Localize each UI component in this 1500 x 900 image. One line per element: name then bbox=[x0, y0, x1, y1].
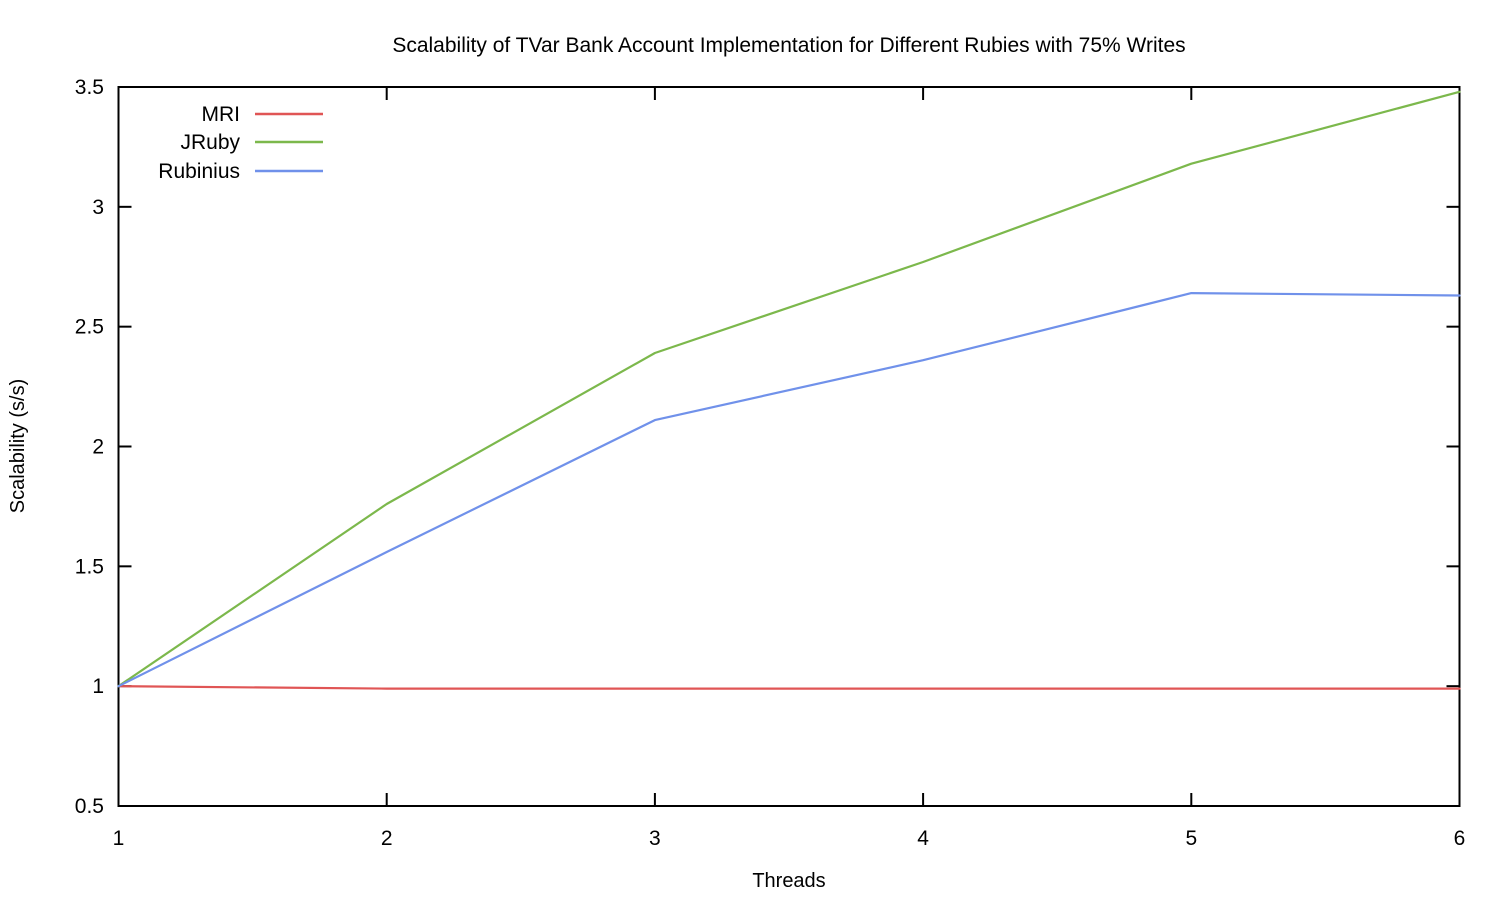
y-tick-label-1.5: 1.5 bbox=[75, 555, 104, 578]
y-tick-label-2: 2 bbox=[92, 436, 104, 459]
x-tick-label-2: 2 bbox=[381, 827, 393, 850]
legend: MRI JRuby Rubinius bbox=[158, 103, 323, 183]
y-axis-label: Scalability (s/s) bbox=[7, 379, 29, 513]
x-tick-label-6: 6 bbox=[1454, 827, 1466, 850]
y-tick-label-2.5: 2.5 bbox=[75, 316, 104, 339]
chart-title: Scalability of TVar Bank Account Impleme… bbox=[392, 34, 1185, 57]
x-tick-label-3: 3 bbox=[649, 827, 661, 850]
y-tick-label-1: 1 bbox=[92, 675, 104, 698]
plot-border bbox=[117, 86, 1461, 807]
x-tick-label-4: 4 bbox=[917, 827, 929, 850]
legend-item-mri: MRI bbox=[202, 103, 323, 126]
series-line-mri bbox=[117, 685, 1461, 690]
legend-label-jruby: JRuby bbox=[180, 131, 240, 154]
axis-ticks: 1 2 3 4 5 6 0.5 1 1.5 2 2.5 3 3.5 bbox=[75, 76, 1466, 850]
y-tick-label-3: 3 bbox=[92, 196, 104, 219]
legend-label-mri: MRI bbox=[202, 103, 241, 126]
legend-item-jruby: JRuby bbox=[180, 131, 323, 154]
series-line-jruby bbox=[117, 90, 1461, 688]
legend-label-rubinius: Rubinius bbox=[158, 160, 240, 183]
x-tick-label-1: 1 bbox=[113, 827, 125, 850]
x-axis-label: Threads bbox=[752, 870, 825, 892]
y-tick-label-0.5: 0.5 bbox=[75, 795, 104, 818]
legend-item-rubinius: Rubinius bbox=[158, 160, 323, 183]
y-tick-label-3.5: 3.5 bbox=[75, 76, 104, 99]
series-lines bbox=[117, 90, 1461, 690]
x-tick-label-5: 5 bbox=[1185, 827, 1197, 850]
series-line-rubinius bbox=[117, 292, 1461, 688]
